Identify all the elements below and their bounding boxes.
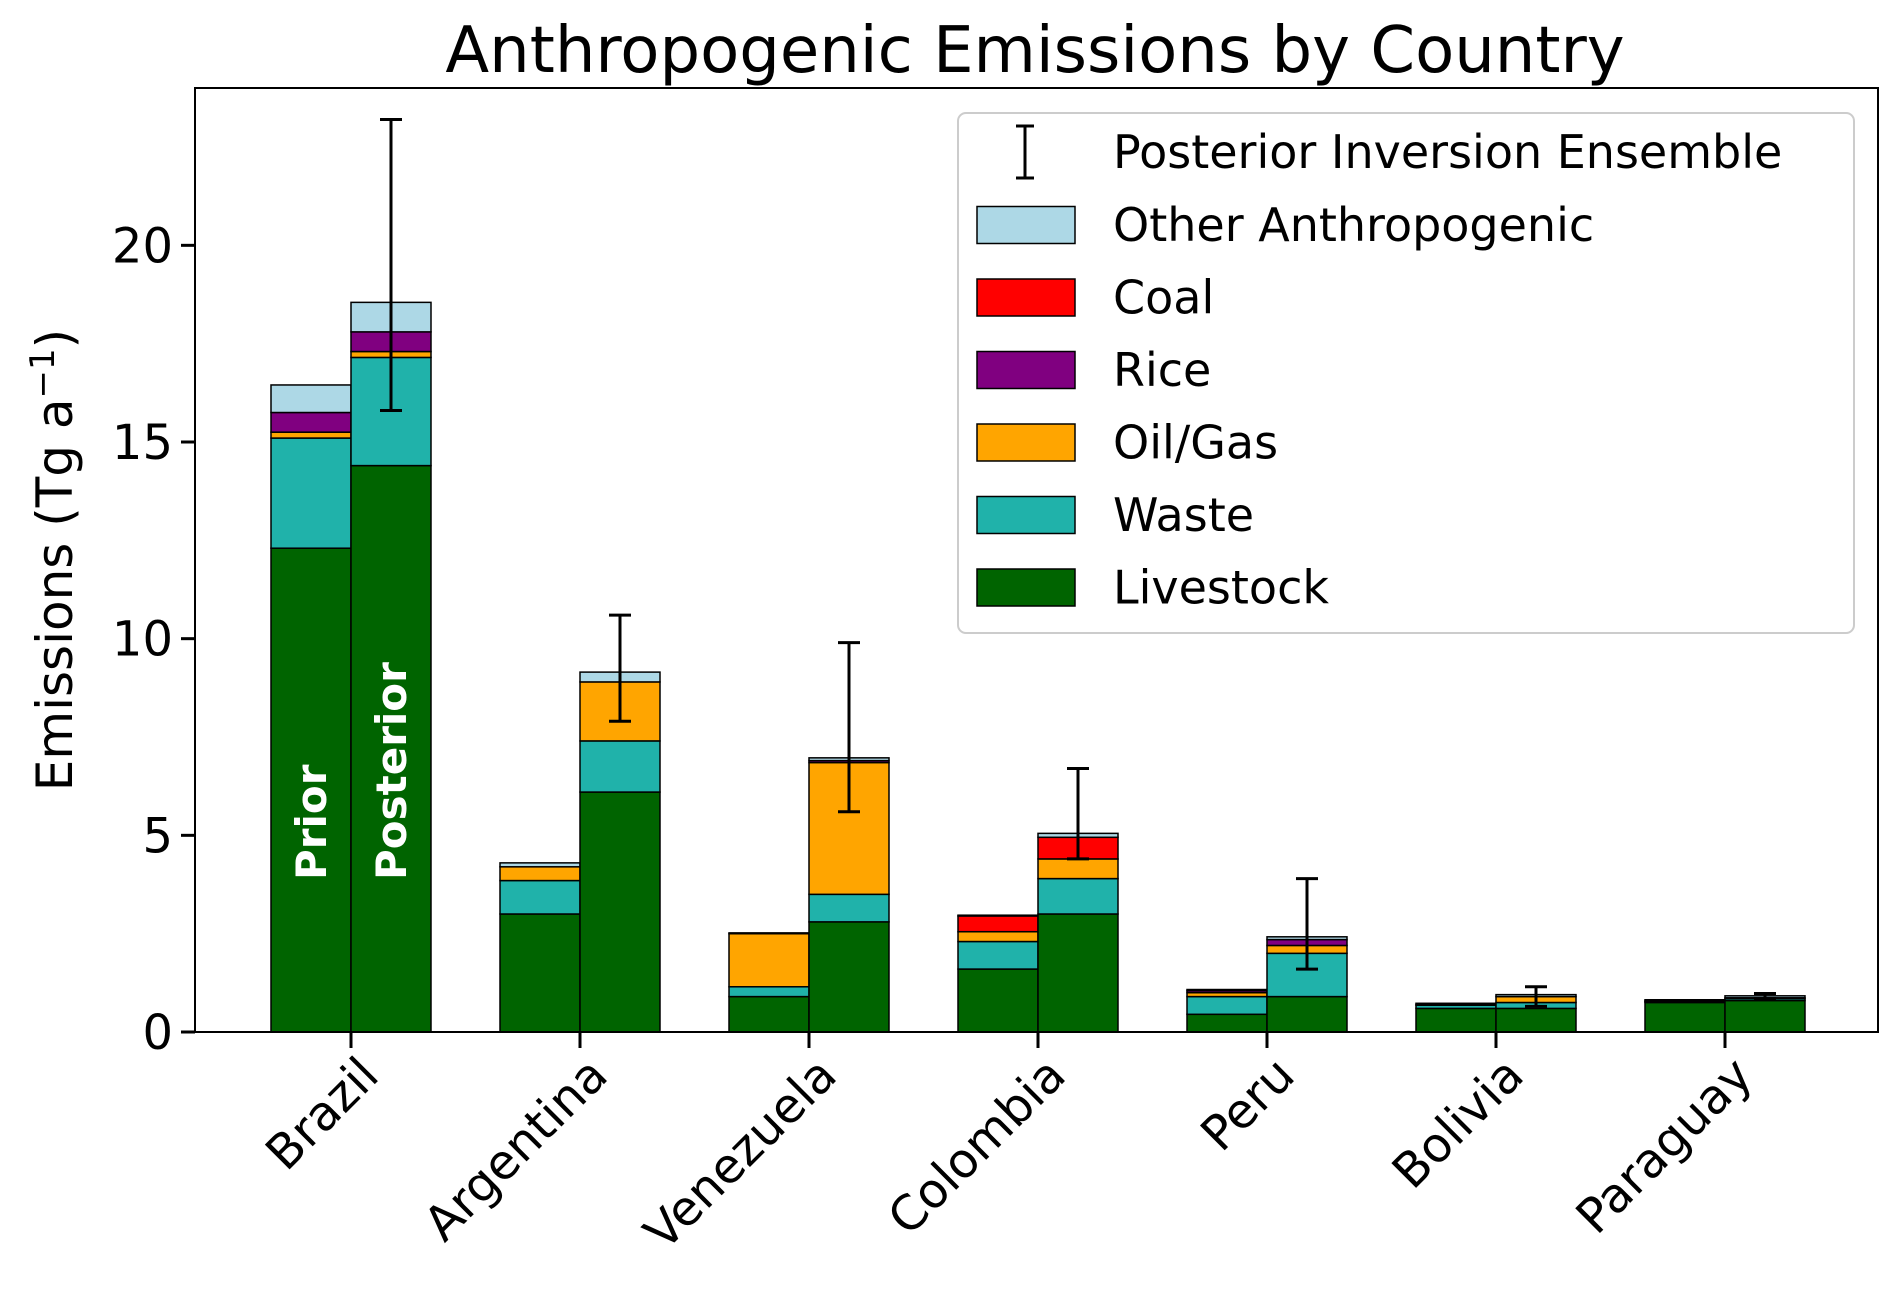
bar-prior-peru-livestock: [1186, 1013, 1268, 1033]
legend-swatch-oil-gas: [976, 423, 1076, 462]
x-tick-label-bolivia: Bolivia: [1382, 1047, 1535, 1200]
bar-posterior-bolivia-livestock: [1495, 1007, 1577, 1033]
bar-prior-venezuela-oil-gas: [728, 932, 810, 988]
x-axis: Brazil Argentina Venezuela Colombia Peru Boli…: [255, 1032, 1763, 1261]
bar-prior-brazil-livestock: [270, 547, 352, 1033]
bar-prior-brazil-rice: [270, 411, 352, 433]
y-tick-label: 15: [112, 415, 173, 471]
bar-prior-venezuela-waste: [728, 986, 810, 998]
bar-labels: Prior Posterior: [287, 662, 416, 880]
x-tick-label-peru: Peru: [1190, 1047, 1305, 1162]
bar-prior-brazil-oil-gas: [270, 431, 352, 439]
bar-prior-colombia-livestock: [957, 968, 1039, 1033]
legend-swatch-coal: [976, 278, 1076, 317]
legend-swatch-rice: [976, 350, 1076, 390]
legend-label-ensemble: Posterior Inversion Ensemble: [1113, 125, 1782, 179]
bar-posterior-brazil-livestock: [350, 464, 432, 1033]
posterior-bar-label: Posterior: [367, 662, 416, 880]
bar-posterior-colombia-oil-gas: [1037, 858, 1119, 880]
y-axis-label-tail: ): [26, 329, 84, 349]
legend-swatch-waste: [976, 495, 1076, 535]
bar-prior-colombia-other-anthropogenic: [957, 914, 1039, 917]
x-tick-label-paraguay: Paraguay: [1565, 1047, 1763, 1245]
bar-prior-argentina-other-anthropogenic: [499, 862, 581, 868]
x-tick-label-venezuela: Venezuela: [634, 1047, 848, 1261]
bar-prior-bolivia-other-anthropogenic: [1415, 1002, 1497, 1006]
bar-posterior-venezuela-waste: [808, 893, 890, 923]
legend-swatch-livestock: [976, 568, 1076, 607]
bar-prior-argentina-livestock: [499, 913, 581, 1033]
legend-label-oil-gas: Oil/Gas: [1113, 416, 1278, 470]
chart-title: Anthropogenic Emissions by Country: [445, 14, 1624, 88]
bar-posterior-argentina-livestock: [579, 791, 661, 1033]
bar-prior-colombia-waste: [957, 940, 1039, 970]
prior-bar-label: Prior: [287, 764, 336, 880]
x-tick-label-argentina: Argentina: [413, 1047, 618, 1252]
bar-prior-bolivia-livestock: [1415, 1007, 1497, 1033]
y-axis-label-main: Emissions (Tg a: [26, 398, 84, 791]
bar-prior-peru-waste: [1186, 995, 1268, 1016]
legend-box: [957, 112, 1855, 634]
legend-label-coal: Coal: [1113, 271, 1214, 325]
bar-prior-argentina-waste: [499, 879, 581, 915]
bar-prior-venezuela-other-anthropogenic: [728, 932, 810, 935]
bar-posterior-venezuela-livestock: [808, 921, 890, 1033]
bar-posterior-paraguay-livestock: [1724, 999, 1806, 1033]
y-tick-label: 10: [112, 612, 173, 668]
bar-prior-colombia-coal: [957, 915, 1039, 933]
bar-prior-venezuela-livestock: [728, 995, 810, 1033]
plot-frame: [194, 87, 1879, 1033]
error-bars: [380, 117, 1776, 1008]
y-tick-label: 5: [142, 808, 173, 864]
legend-label-waste: Waste: [1113, 488, 1254, 542]
y-tick-label: 0: [142, 1005, 173, 1061]
bar-prior-paraguay-livestock: [1644, 1001, 1726, 1033]
bar-prior-colombia-oil-gas: [957, 930, 1039, 943]
bar-prior-paraguay-other-anthropogenic: [1644, 998, 1726, 1002]
bar-posterior-peru-livestock: [1266, 995, 1348, 1033]
x-tick-label-colombia: Colombia: [877, 1047, 1076, 1246]
bar-prior-peru-other-anthropogenic: [1186, 988, 1268, 992]
legend-swatch-other-anthropogenic: [976, 205, 1076, 245]
bar-prior-brazil-waste: [270, 437, 352, 549]
legend-label-livestock: Livestock: [1113, 561, 1329, 615]
x-tick-label-brazil: Brazil: [255, 1047, 389, 1181]
bar-prior-argentina-oil-gas: [499, 866, 581, 882]
y-axis: 0 5 10 15 20: [112, 218, 195, 1061]
bar-prior-brazil-other-anthropogenic: [270, 384, 352, 414]
y-axis-label: Emissions (Tg a−1): [23, 329, 84, 791]
bar-posterior-colombia-waste: [1037, 877, 1119, 915]
bars: [270, 301, 1806, 1033]
legend: Posterior Inversion Ensemble Other Anthro…: [957, 112, 1855, 634]
y-axis-label-exponent: −1: [23, 348, 63, 398]
y-tick-label: 20: [112, 218, 173, 274]
legend-label-rice: Rice: [1113, 343, 1211, 397]
bar-posterior-argentina-waste: [579, 740, 661, 793]
legend-label-other-anthropogenic: Other Anthropogenic: [1113, 198, 1594, 252]
bar-posterior-colombia-livestock: [1037, 913, 1119, 1033]
